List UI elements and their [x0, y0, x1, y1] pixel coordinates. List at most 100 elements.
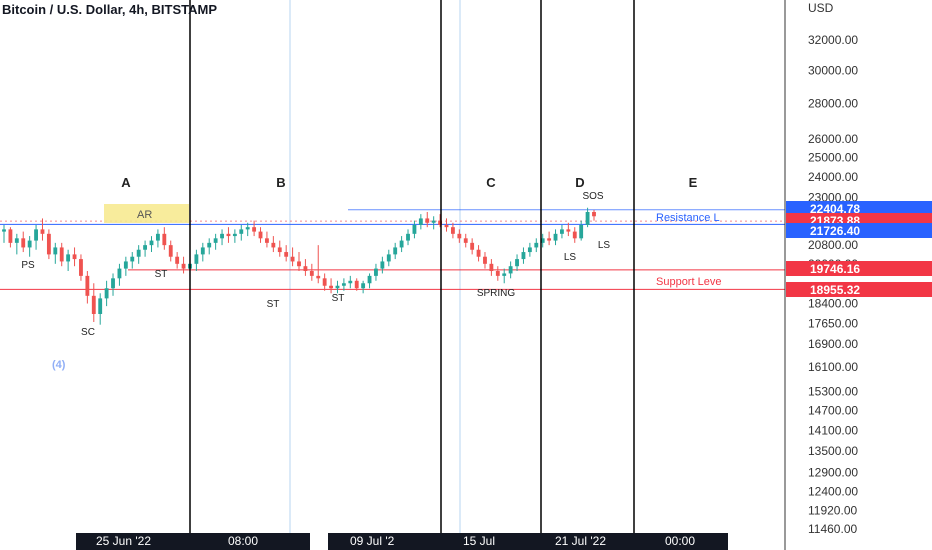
- candles: [2, 207, 596, 325]
- price-tick-label: 23000.00: [808, 190, 858, 204]
- candle-body: [149, 240, 154, 246]
- candle-body: [508, 266, 513, 274]
- candle-body: [444, 224, 449, 228]
- price-tick-label: 13500.00: [808, 444, 858, 458]
- candle-body: [560, 229, 564, 234]
- price-tick-label: 11920.00: [808, 503, 857, 517]
- candle-body: [72, 254, 77, 260]
- phase-label-b: B: [276, 175, 285, 190]
- candle-body: [585, 211, 590, 225]
- candle-body: [502, 273, 507, 276]
- candle-body: [540, 238, 545, 243]
- candle-body: [162, 233, 167, 246]
- candle-body: [374, 268, 378, 276]
- candle-body: [155, 233, 160, 241]
- candle-body: [277, 247, 282, 253]
- price-tag-bg: [786, 223, 932, 238]
- phase-label-e: E: [689, 175, 698, 190]
- candle-body: [66, 254, 71, 262]
- wyckoff-ls-2: LS: [598, 240, 611, 251]
- candle-body: [143, 245, 148, 250]
- time-axis-pill-right: [328, 533, 728, 550]
- candle-body: [438, 220, 443, 225]
- candle-body: [85, 275, 90, 296]
- candle-body: [425, 218, 430, 223]
- candle-body: [40, 229, 45, 234]
- price-tick-label: 16100.00: [808, 360, 858, 374]
- candle-body: [521, 252, 526, 260]
- candle-body: [46, 233, 51, 255]
- candle-body: [547, 238, 552, 241]
- candle-body: [297, 261, 301, 267]
- candle-body: [59, 247, 64, 262]
- candle-body: [329, 285, 333, 289]
- time-axis-pill-left: [76, 533, 310, 550]
- time-label-21jul: 21 Jul '22: [555, 534, 606, 548]
- price-tick-label: 16900.00: [808, 337, 858, 351]
- candle-body: [34, 229, 38, 241]
- phase-lines: [189, 0, 635, 533]
- price-tick-label: 18400.00: [808, 297, 858, 311]
- candle-body: [8, 229, 13, 243]
- price-tick-label: 26000.00: [808, 132, 858, 146]
- candle-body: [386, 254, 391, 262]
- price-tick-label: 20800.00: [808, 238, 858, 252]
- candle-body: [104, 288, 109, 299]
- wyckoff-st-1: ST: [155, 269, 168, 280]
- price-tag-bg: [786, 282, 932, 297]
- phase-label-c: C: [486, 175, 496, 190]
- candle-body: [284, 252, 289, 257]
- phase-label-d: D: [575, 175, 584, 190]
- candle-body: [232, 233, 237, 237]
- price-tick-label: 28000.00: [808, 97, 858, 111]
- support-label: Support Leve: [656, 276, 721, 288]
- price-tick-label: 14700.00: [808, 403, 858, 417]
- time-label-0000: 00:00: [665, 534, 695, 548]
- candle-body: [418, 218, 423, 225]
- price-tick-label: 12400.00: [808, 484, 858, 498]
- candle-body: [483, 256, 487, 264]
- candle-body: [130, 256, 135, 262]
- grid-lines: [289, 0, 461, 533]
- candle-body: [136, 249, 141, 257]
- price-tick-label: 11460.00: [808, 522, 857, 536]
- wyckoff-sc: SC: [81, 327, 95, 338]
- price-axis-unit: USD: [808, 1, 834, 15]
- candle-body: [207, 242, 212, 248]
- price-tick-label: 24000.00: [808, 170, 858, 184]
- chart-title: Bitcoin / U.S. Dollar, 4h, BITSTAMP: [2, 2, 217, 17]
- candle-body: [579, 224, 584, 239]
- price-tag-label: 21726.40: [810, 224, 860, 238]
- price-tag-bg: [786, 261, 932, 276]
- time-label-0800: 08:00: [228, 534, 258, 548]
- candle-body: [348, 280, 353, 284]
- candle-body: [553, 233, 558, 241]
- candle-body: [98, 298, 103, 314]
- candle-body: [290, 256, 295, 262]
- candle-body: [399, 240, 404, 248]
- candle-body: [592, 211, 596, 217]
- price-tick-label: 25000.00: [808, 151, 858, 165]
- candle-body: [168, 245, 173, 257]
- candle-body: [220, 233, 224, 239]
- candle-body: [380, 261, 385, 269]
- candle-body: [470, 242, 475, 250]
- candle-body: [566, 229, 571, 232]
- annotation-4: (4): [52, 359, 66, 371]
- price-tag-label: 18955.32: [810, 283, 860, 297]
- candle-body: [431, 220, 436, 223]
- time-label-25jun: 25 Jun '22: [96, 534, 151, 548]
- wyckoff-ps: PS: [21, 260, 35, 271]
- candle-body: [271, 242, 276, 248]
- candle-body: [393, 247, 398, 255]
- candle-body: [406, 233, 410, 241]
- candle-body: [303, 266, 308, 272]
- wyckoff-ls-1: LS: [564, 252, 577, 263]
- candle-body: [367, 275, 372, 284]
- wyckoff-spring: SPRING: [477, 288, 516, 299]
- price-tag-label: 22404.78: [810, 202, 860, 216]
- candle-body: [476, 249, 481, 257]
- price-tag-bg: [786, 201, 932, 216]
- candle-body: [213, 238, 218, 243]
